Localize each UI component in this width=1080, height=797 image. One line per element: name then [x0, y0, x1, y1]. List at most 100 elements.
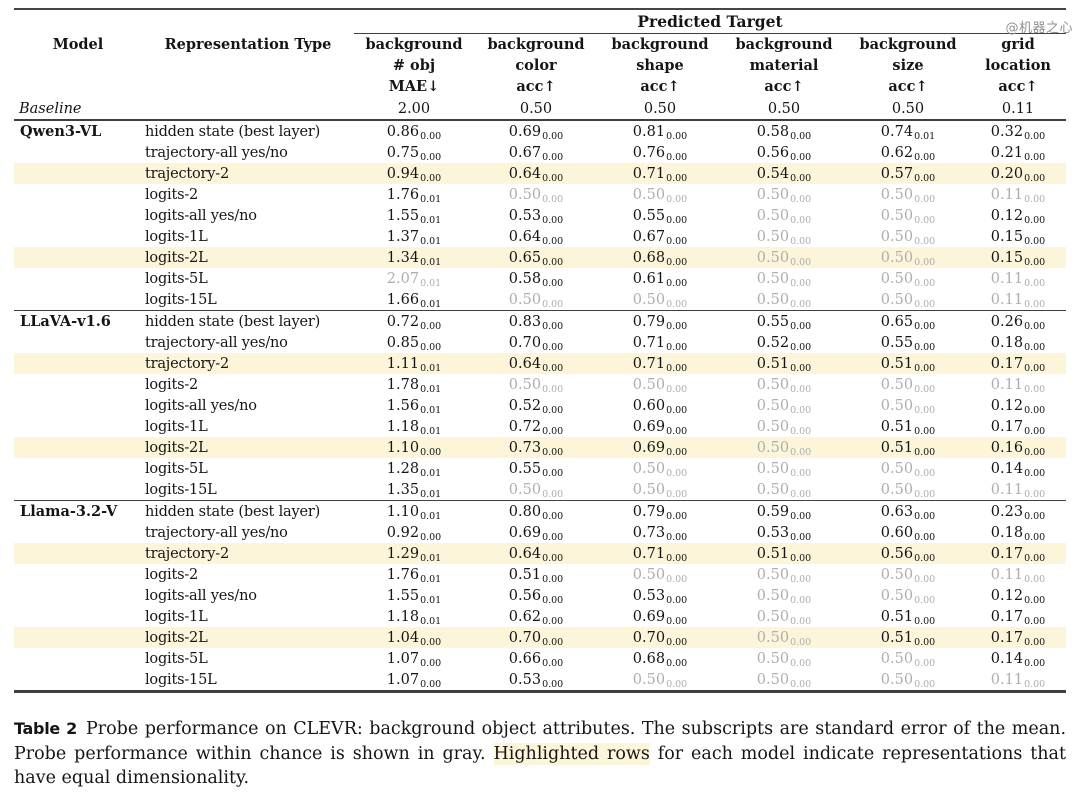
value-cell: 0.230.00 [970, 500, 1067, 522]
data-row: logits-1L 1.370.01 0.640.00 0.670.00 0.500.0… [14, 226, 1066, 247]
value-stderr-subscript: 0.00 [914, 467, 936, 479]
value-cell: 0.720.00 [474, 416, 598, 437]
value-stderr-subscript: 0.00 [420, 678, 442, 690]
representation-type-cell: logits-2 [145, 186, 199, 203]
value-cell: 0.700.00 [474, 332, 598, 353]
value-cell: 0.640.00 [474, 543, 598, 564]
value-cell: 1.280.01 [354, 458, 474, 479]
header-line-bg-color: acc↑ [516, 78, 556, 95]
probe-results-table: Predicted Target Model Representation Type… [14, 8, 1067, 693]
baseline-value: 0.50 [722, 98, 846, 121]
value-cell: 0.580.00 [474, 268, 598, 289]
value-stderr-subscript: 0.00 [420, 657, 442, 669]
value-cell: 0.510.00 [846, 416, 970, 437]
header-line-bg-color: color [515, 57, 557, 74]
value-stderr-subscript: 0.00 [914, 531, 936, 543]
value-cell: 0.110.00 [970, 268, 1066, 289]
value-cell: 0.660.00 [474, 648, 598, 669]
value-main: 0.94 [386, 165, 420, 182]
value-cell: 1.370.01 [354, 226, 474, 247]
source-watermark: @机器之心 [1005, 21, 1073, 36]
value-stderr-subscript: 0.00 [542, 214, 564, 226]
value-stderr-subscript: 0.00 [666, 657, 688, 669]
value-stderr-subscript: 0.00 [666, 573, 688, 585]
value-cell: 0.520.00 [474, 395, 598, 416]
value-stderr-subscript: 0.00 [914, 510, 936, 522]
value-stderr-subscript: 0.01 [420, 404, 442, 416]
value-cell: 1.040.00 [354, 627, 474, 648]
value-cell: 0.500.00 [846, 205, 970, 226]
value-main: 0.11 [990, 376, 1024, 393]
value-stderr-subscript: 0.00 [914, 488, 936, 500]
value-stderr-subscript: 0.00 [666, 425, 688, 437]
model-name-cell [14, 606, 142, 627]
value-main: 0.79 [632, 313, 666, 330]
model-name-cell [14, 437, 142, 458]
value-main: 0.66 [508, 650, 542, 667]
value-cell: 0.170.00 [970, 353, 1066, 374]
value-main: 2.07 [386, 270, 420, 287]
value-main: 0.92 [386, 524, 420, 541]
value-cell: 0.530.00 [722, 522, 846, 543]
value-stderr-subscript: 0.00 [542, 235, 564, 247]
value-main: 0.17 [990, 629, 1024, 646]
value-main: 0.53 [508, 207, 542, 224]
data-row: logits-1L 1.180.01 0.720.00 0.690.00 0.500.0… [14, 416, 1066, 437]
value-main: 0.51 [756, 545, 790, 562]
value-stderr-subscript: 0.00 [542, 130, 564, 142]
value-main: 1.55 [386, 587, 420, 604]
value-stderr-subscript: 0.00 [914, 362, 936, 374]
value-main: 0.67 [632, 228, 666, 245]
value-main: 0.32 [990, 123, 1024, 140]
caption-text-after: for each model indicate representations … [14, 743, 1066, 789]
value-main: 0.73 [632, 524, 666, 541]
baseline-value: 0.50 [598, 98, 722, 121]
model-name-cell [14, 543, 142, 564]
value-main: 0.64 [508, 228, 542, 245]
value-cell: 0.500.00 [722, 458, 846, 479]
value-stderr-subscript: 0.00 [914, 446, 936, 458]
value-stderr-subscript: 0.01 [420, 615, 442, 627]
value-stderr-subscript: 0.00 [542, 425, 564, 437]
value-main: 0.50 [880, 270, 914, 287]
value-cell: 0.500.00 [598, 184, 722, 205]
model-name-cell: Llama-3.2-V [14, 500, 142, 522]
model-name-cell [14, 247, 142, 268]
value-cell: 0.500.00 [474, 184, 598, 205]
representation-type-cell: trajectory-2 [145, 355, 230, 372]
column-header-bg-size: background size acc↑ [846, 34, 970, 99]
value-cell: 0.500.00 [846, 289, 970, 311]
value-stderr-subscript: 0.01 [420, 235, 442, 247]
value-cell: 0.500.00 [474, 479, 598, 501]
value-stderr-subscript: 0.00 [666, 488, 688, 500]
value-main: 0.55 [756, 313, 790, 330]
model-name-cell [14, 332, 142, 353]
value-stderr-subscript: 0.00 [1024, 362, 1046, 374]
value-main: 0.73 [508, 439, 542, 456]
value-main: 0.15 [990, 228, 1024, 245]
representation-type-cell: hidden state (best layer) [142, 119, 354, 142]
value-main: 0.70 [632, 629, 666, 646]
value-cell: 0.500.00 [474, 374, 598, 395]
value-cell: 0.510.00 [846, 437, 970, 458]
value-stderr-subscript: 0.00 [1024, 657, 1046, 669]
value-stderr-subscript: 0.00 [790, 552, 812, 564]
value-cell: 0.710.00 [598, 353, 722, 374]
value-cell: 0.170.00 [970, 606, 1066, 627]
value-main: 0.76 [632, 144, 666, 161]
value-main: 0.85 [386, 334, 420, 351]
value-stderr-subscript: 0.00 [1024, 425, 1046, 437]
value-stderr-subscript: 0.00 [666, 552, 688, 564]
value-main: 0.50 [756, 629, 790, 646]
value-stderr-subscript: 0.00 [666, 510, 688, 522]
value-cell: 0.120.00 [970, 585, 1066, 606]
column-header-bg-shape: background shape acc↑ [598, 34, 722, 99]
value-cell: 0.710.00 [598, 163, 722, 184]
value-cell: 0.500.00 [598, 564, 722, 585]
value-stderr-subscript: 0.00 [1024, 678, 1046, 690]
value-main: 1.10 [386, 503, 420, 520]
value-stderr-subscript: 0.01 [420, 214, 442, 226]
value-cell: 0.530.00 [474, 205, 598, 226]
value-stderr-subscript: 0.00 [790, 298, 812, 310]
value-cell: 0.500.00 [722, 606, 846, 627]
